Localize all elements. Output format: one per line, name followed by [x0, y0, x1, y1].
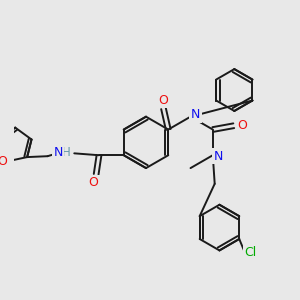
- Text: O: O: [0, 155, 7, 168]
- Text: Cl: Cl: [244, 246, 257, 259]
- Text: N: N: [214, 150, 223, 163]
- Text: N: N: [53, 146, 63, 159]
- Text: H: H: [62, 146, 71, 159]
- Text: O: O: [159, 94, 169, 106]
- Text: O: O: [237, 119, 247, 132]
- Text: O: O: [88, 176, 98, 189]
- Text: N: N: [190, 108, 200, 121]
